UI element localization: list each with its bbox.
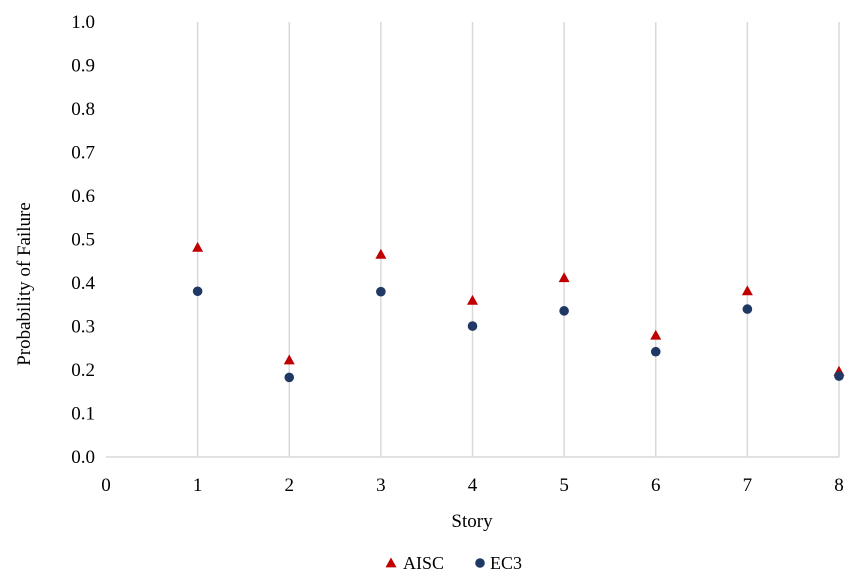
legend: AISC EC3 [385, 553, 522, 572]
y-tick-label: 0.9 [71, 56, 95, 77]
ec3-point [467, 321, 478, 331]
y-tick-label: 0.6 [71, 186, 95, 207]
y-tick-label: 1.0 [71, 12, 95, 33]
x-tick-label: 1 [193, 475, 203, 496]
y-axis-ticks: 0.0 0.1 0.2 0.3 0.4 0.5 0.6 0.7 0.8 0.9 1.0 [71, 12, 95, 468]
y-tick-label: 0.2 [71, 360, 95, 381]
aisc-point [741, 285, 753, 296]
y-tick-label: 0.7 [71, 143, 95, 164]
y-tick-label: 0.3 [71, 317, 95, 338]
y-tick-label: 0.1 [71, 404, 95, 425]
legend-aisc-label: AISC [403, 553, 444, 572]
x-axis-ticks: 0 1 2 3 4 5 6 7 8 [101, 475, 844, 496]
aisc-point [192, 241, 204, 252]
x-tick-label: 2 [285, 475, 295, 496]
grid-lines [196, 22, 840, 457]
y-axis-title: Probability of Failure [14, 202, 35, 366]
x-tick-label: 3 [376, 475, 386, 496]
aisc-point [558, 272, 570, 283]
aisc-point [283, 354, 295, 365]
aisc-point [375, 248, 387, 259]
x-tick-label: 7 [743, 475, 753, 496]
x-tick-label: 8 [834, 475, 844, 496]
legend-aisc-marker [385, 557, 397, 568]
y-tick-label: 0.5 [71, 230, 95, 251]
data-points [192, 241, 845, 383]
x-tick-label: 0 [101, 475, 111, 496]
ec3-point [559, 306, 569, 316]
ec3-point [192, 286, 203, 297]
x-axis-title: Story [451, 511, 493, 532]
x-tick-label: 6 [651, 475, 661, 496]
y-tick-label: 0.4 [71, 273, 95, 294]
x-tick-label: 4 [468, 475, 478, 496]
x-tick-label: 5 [559, 475, 569, 496]
y-tick-label: 0.0 [71, 447, 95, 468]
ec3-point [284, 372, 295, 383]
y-tick-label: 0.8 [71, 99, 95, 120]
legend-ec3-marker [475, 558, 485, 568]
legend-ec3-label: EC3 [490, 553, 522, 572]
aisc-point [467, 294, 478, 305]
ec3-point [650, 346, 661, 357]
aisc-point [650, 329, 662, 340]
ec3-point [742, 304, 753, 314]
ec3-point [834, 371, 844, 381]
ec3-point [376, 286, 386, 297]
